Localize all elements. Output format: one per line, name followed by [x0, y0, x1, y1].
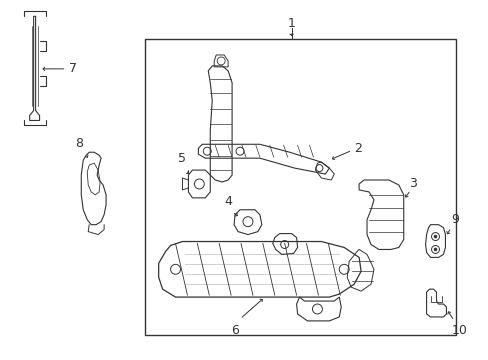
Text: 3: 3 — [408, 177, 416, 190]
Text: 1: 1 — [287, 17, 295, 30]
Text: 6: 6 — [231, 324, 239, 337]
Text: 8: 8 — [75, 137, 83, 150]
Circle shape — [433, 248, 436, 251]
Text: 10: 10 — [450, 324, 467, 337]
Circle shape — [433, 235, 436, 238]
Text: 4: 4 — [224, 195, 232, 208]
Text: 7: 7 — [69, 62, 77, 75]
Text: 5: 5 — [178, 152, 186, 165]
Bar — [144, 39, 455, 335]
Text: 2: 2 — [353, 142, 361, 155]
Text: 9: 9 — [450, 213, 458, 226]
